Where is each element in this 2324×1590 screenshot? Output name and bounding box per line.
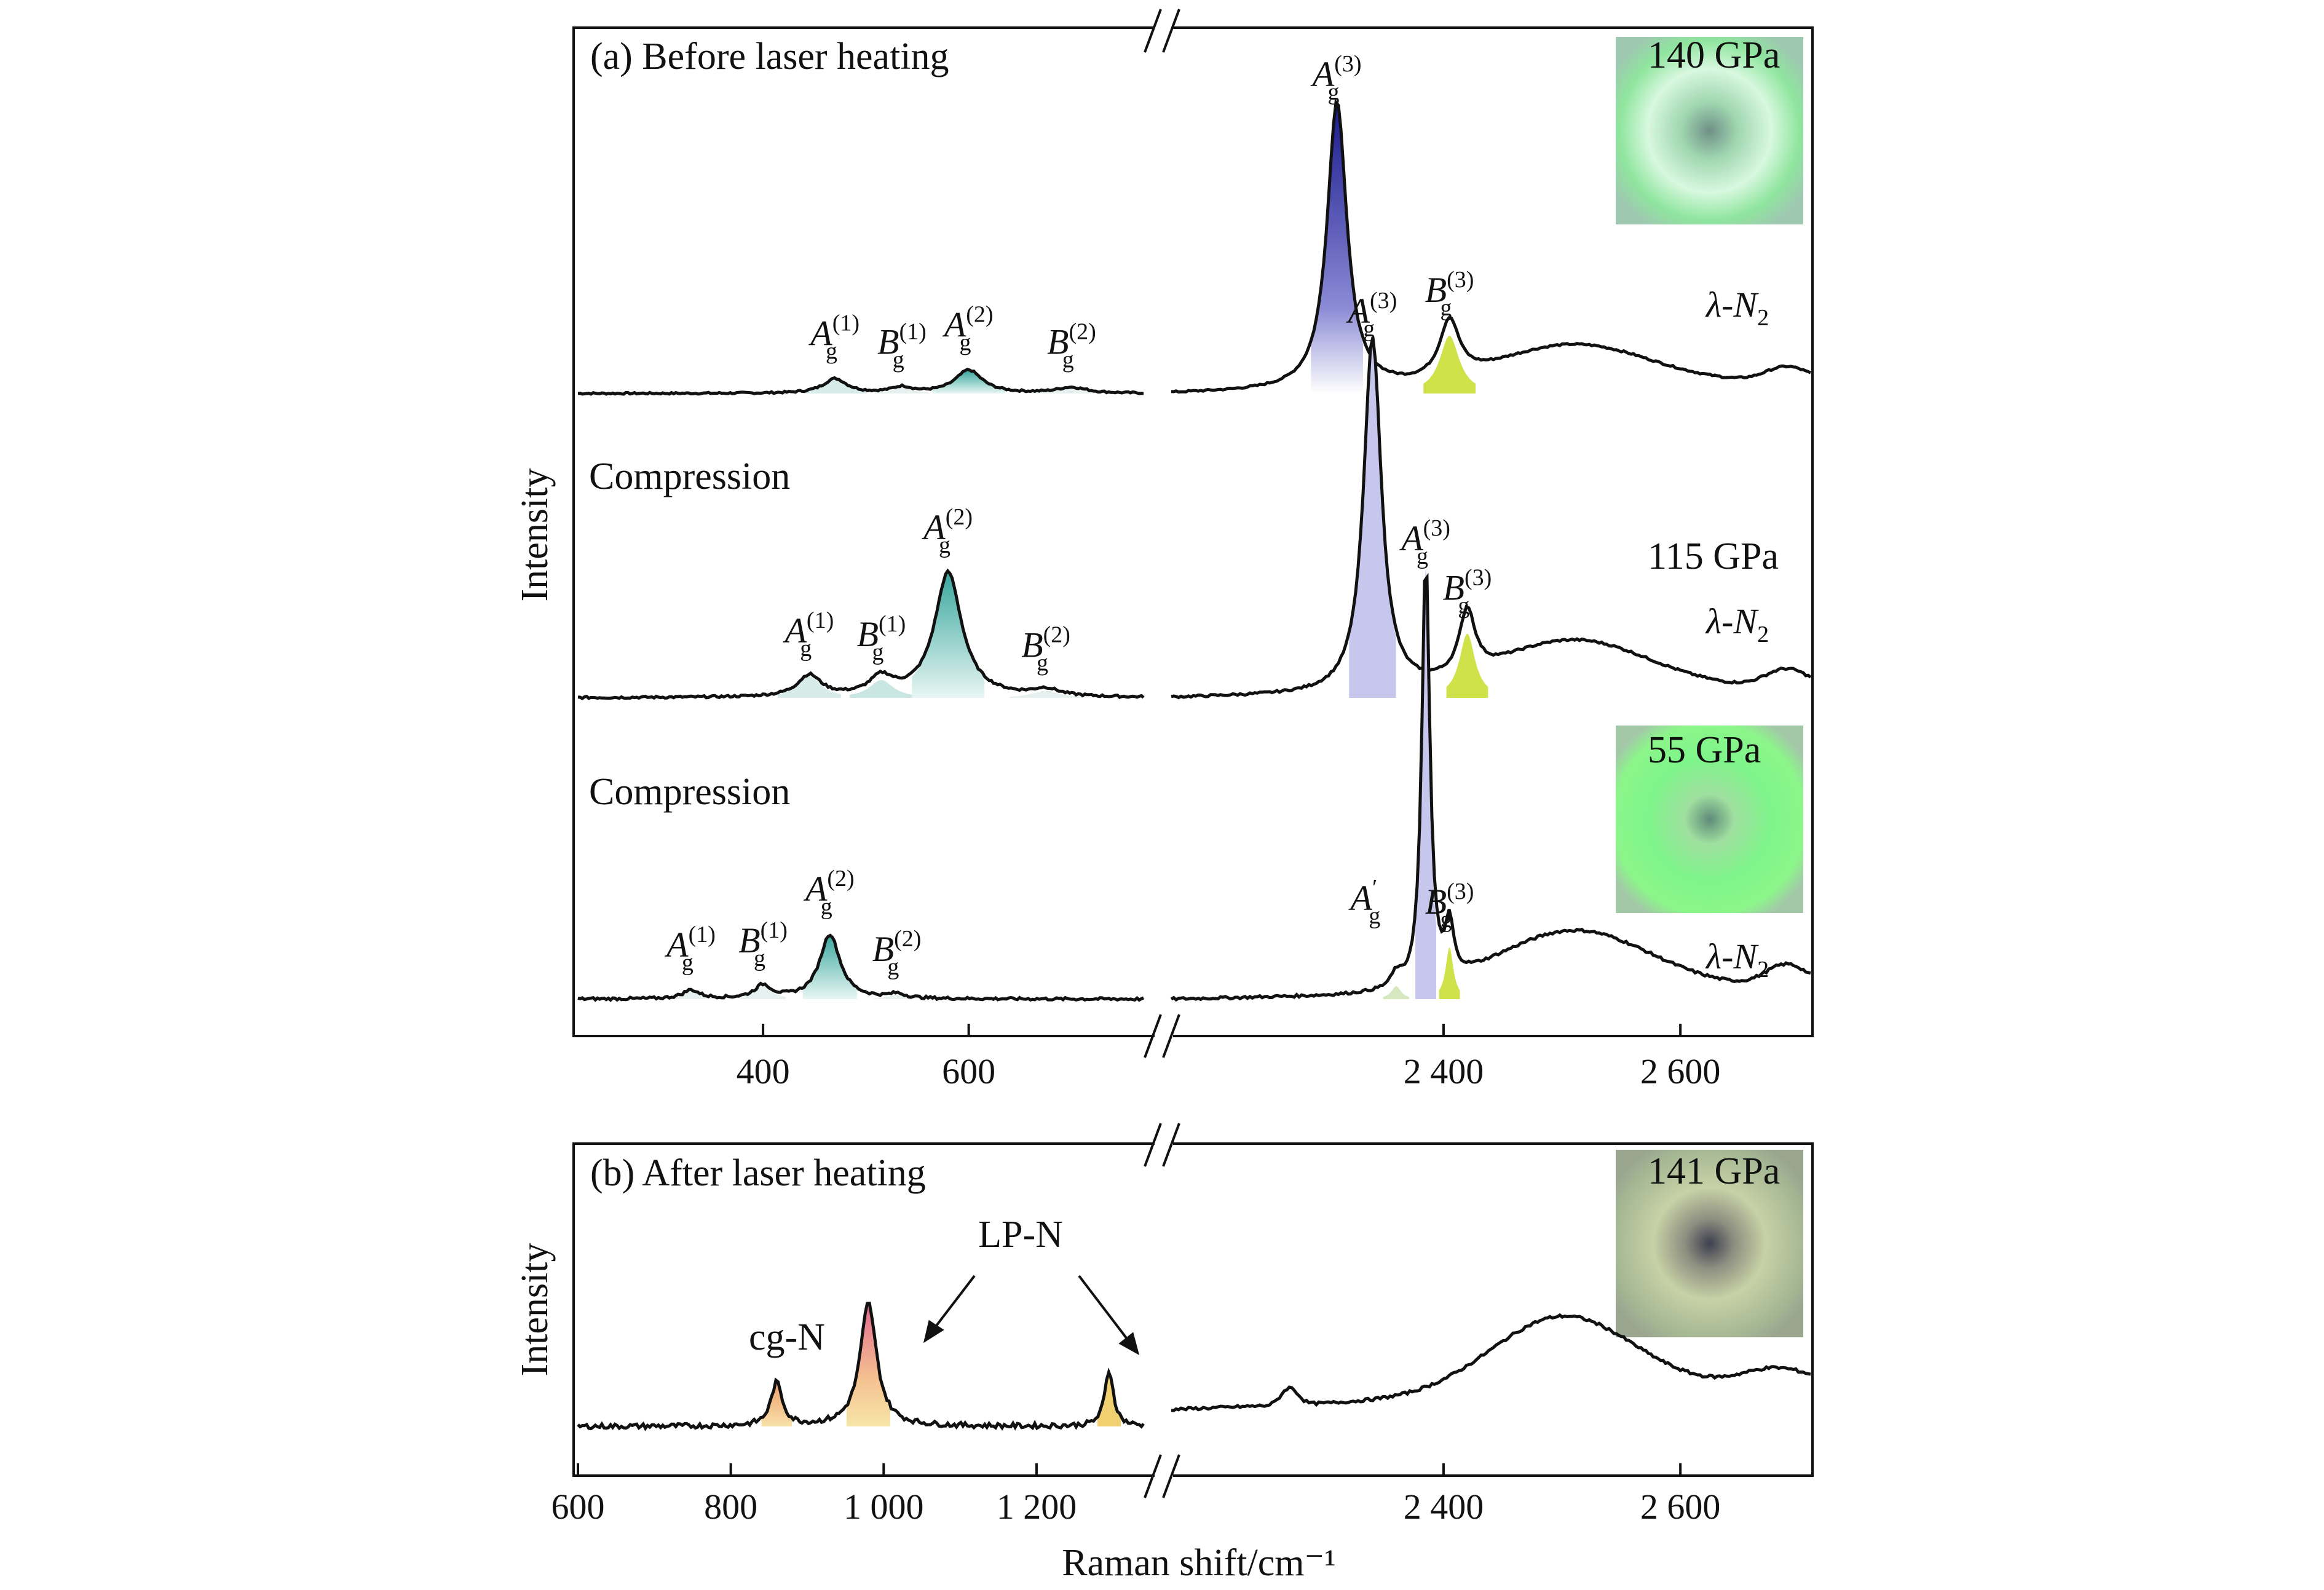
x-axis-label: Raman shift/cm⁻¹	[1062, 1542, 1336, 1584]
axis-break-marks-a	[1144, 9, 1180, 1058]
x-tick-label-b-0-3: 1 200	[997, 1487, 1077, 1527]
peak-label-a0-0: A(1) g	[808, 310, 860, 365]
peak-fill-a2-1	[740, 986, 786, 999]
inset-image-141	[1616, 1150, 1803, 1337]
peak-label-a2-4: A′ g	[1348, 875, 1381, 929]
panel-a-title: (a) Before laser heating	[590, 36, 949, 77]
axis-break-marks-b	[1144, 1123, 1180, 1498]
peak-fill-a1-0	[777, 676, 841, 698]
panel-a-frame	[572, 26, 1814, 1037]
peak-fill-lpn-1	[846, 1303, 890, 1426]
peak-fill-a1-2	[912, 573, 985, 698]
x-tick-label-b-1-1: 2 600	[1640, 1487, 1721, 1527]
peak-fill-a1-h0	[1349, 341, 1396, 698]
svg-text:λ-N2: λ-N2	[1705, 601, 1769, 647]
peak-fill-a2-0	[668, 991, 714, 999]
peak-label-a1-0: A(1) g	[782, 607, 834, 662]
peak-label-a0-3: B(2) g	[1047, 319, 1096, 373]
trace-a1-high	[1171, 336, 1812, 700]
inset-image-140	[1616, 37, 1803, 224]
x-tick-label-a-1-1: 2 600	[1640, 1051, 1721, 1091]
panel-a-traces	[577, 98, 1812, 1002]
inset-image-55	[1616, 726, 1803, 913]
peak-fill-a0-h0	[1311, 105, 1363, 394]
peak-label-a0-1: B(1) g	[877, 319, 927, 373]
phase-label-1: λ-N2	[1705, 285, 1769, 331]
peak-label-a1-1: B(1) g	[857, 611, 906, 665]
inset-label-140: 140 GPa	[1648, 34, 1780, 76]
inset-label-141: 141 GPa	[1648, 1150, 1780, 1192]
peak-fill-a1-h1	[1446, 633, 1488, 698]
panel-b-title: (b) After laser heating	[590, 1152, 926, 1194]
trace-b-low	[577, 1302, 1145, 1431]
panel-b-ylabel: Intensity	[514, 1243, 556, 1377]
peak-fill-a2-h1	[1415, 569, 1436, 999]
lp-n-arrows	[923, 1275, 1140, 1356]
compression-label-1: Compression	[589, 456, 790, 497]
peak-fill-a0-2	[932, 370, 1005, 394]
x-tick-label-a-0-1: 600	[942, 1051, 995, 1091]
x-tick-label-b-0-0: 600	[551, 1487, 605, 1527]
pressure-115: 115 GPa	[1648, 536, 1779, 577]
peak-fill-cgn	[761, 1383, 792, 1426]
svg-text:λ-N2: λ-N2	[1705, 936, 1769, 983]
peak-label-a1-5: B(3) g	[1443, 565, 1492, 619]
x-tick-label-b-0-2: 1 000	[844, 1487, 924, 1527]
peak-label-a2-3: B(2) g	[872, 926, 922, 980]
panel-b-ticks: 600 800 1 000 1 200 2 400 2 600	[551, 1463, 1721, 1527]
panel-b-traces	[577, 1302, 1811, 1431]
trace-a0-low	[577, 368, 1144, 396]
peak-fill-a0-1	[874, 387, 930, 394]
x-tick-label-b-0-1: 800	[704, 1487, 757, 1527]
inset-label-55: 55 GPa	[1648, 729, 1761, 771]
peak-fill-a0-h1	[1423, 336, 1476, 394]
peak-label-a1-2: A(2) g	[921, 504, 973, 558]
phase-label-2: λ-N2	[1705, 601, 1769, 647]
peak-fill-a2-2	[802, 935, 857, 999]
lp-n-label: LP-N	[978, 1214, 1063, 1256]
panel-b-frame	[572, 1142, 1814, 1477]
x-tick-label-a-1-0: 2 400	[1404, 1051, 1484, 1091]
x-tick-label-a-0-0: 400	[737, 1051, 790, 1091]
trace-a2-low	[577, 933, 1144, 1002]
peak-label-a2-0: A(1) g	[664, 922, 716, 976]
peak-label-a2-2: A(2) g	[803, 866, 855, 920]
peak-label-a0-5: B(3) g	[1425, 267, 1474, 321]
compression-label-2: Compression	[589, 771, 790, 813]
panel-a: (a) Before laser heating Intensity Compr…	[514, 9, 1814, 1091]
panel-a-ylabel: Intensity	[514, 469, 556, 602]
peak-fill-a1-3	[1010, 690, 1082, 698]
trace-a2-high	[1170, 572, 1811, 1002]
peak-fill-a2-h2	[1439, 947, 1460, 999]
trace-a0-high	[1171, 98, 1812, 394]
panel-a-peak-labels: A(1) g B(1) gA(2) g B(2) gA(3) gB(3) gA(1) g B(1) g…	[664, 51, 1492, 980]
peak-fill-a2-h0	[1383, 986, 1410, 999]
peak-fill-lpn-2	[1097, 1371, 1121, 1426]
phase-label-3: λ-N2	[1705, 936, 1769, 983]
peak-fill-a0-0	[803, 379, 867, 394]
x-tick-label-b-1-0: 2 400	[1404, 1487, 1484, 1527]
peak-label-a2-5: A(3) g	[1399, 515, 1450, 569]
trace-b-high	[1171, 1313, 1811, 1412]
panel-a-ticks: 400 600 2 400 2 600	[737, 1024, 1721, 1091]
peak-label-a1-3: B(2) g	[1021, 622, 1070, 676]
peak-label-a0-2: A(2) g	[942, 301, 994, 355]
cg-n-label: cg-N	[749, 1316, 825, 1358]
trace-a1-low	[577, 568, 1145, 700]
peak-label-a0-4: A(3) g	[1310, 51, 1362, 105]
peak-label-a2-1: B(1) g	[738, 917, 788, 971]
peak-label-a2-6: B(3) g	[1425, 879, 1474, 933]
svg-text:λ-N2: λ-N2	[1705, 285, 1769, 331]
panel-b: (b) After laser heating Intensity Raman …	[514, 1123, 1814, 1584]
peak-label-a1-4: A(3) g	[1346, 288, 1397, 342]
peak-fill-a1-1	[849, 680, 913, 698]
